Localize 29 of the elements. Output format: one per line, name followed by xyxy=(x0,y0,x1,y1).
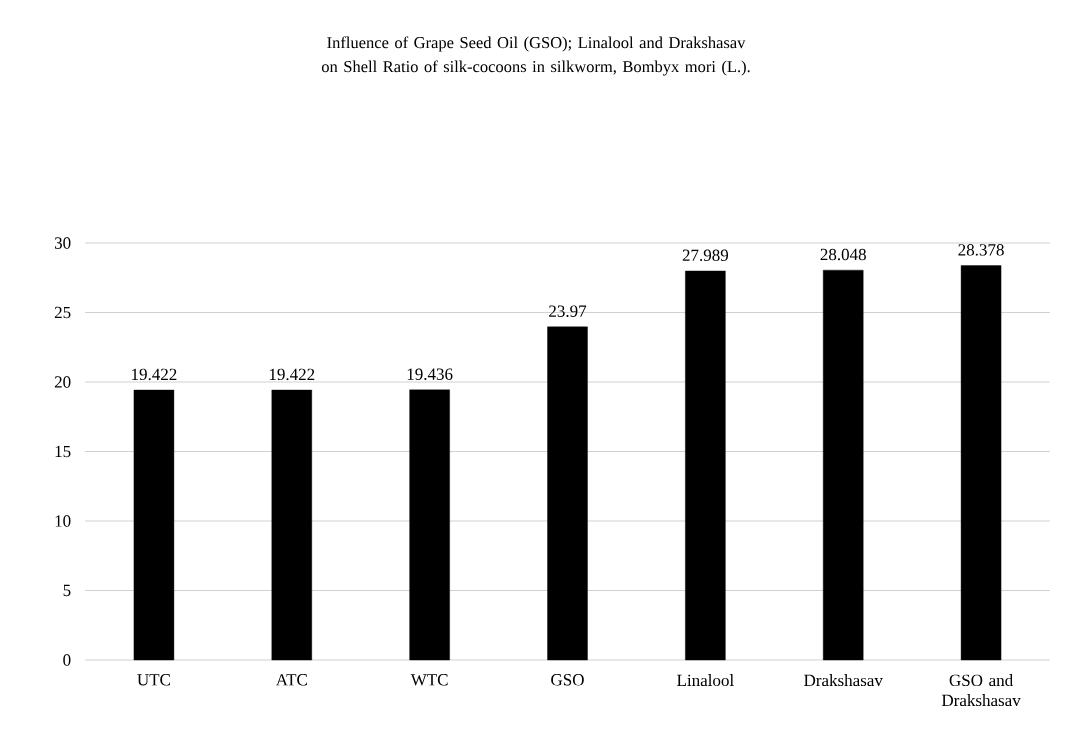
x-tick-label: GSO xyxy=(551,674,584,686)
bar xyxy=(823,269,864,661)
bar xyxy=(271,389,312,661)
bar xyxy=(685,270,726,661)
bar xyxy=(960,265,1002,661)
bar xyxy=(409,389,450,661)
data-label: 28.378 xyxy=(958,244,1004,256)
y-tick-label: 5 xyxy=(63,584,71,597)
chart-title: Influence of Grape Seed Oil (GSO); Linalool and Drakshasav on Shell Ratio of silk-cocoons in silkworm, Bombyx mori (L.). xyxy=(321,36,750,76)
y-tick-label: 0 xyxy=(63,654,71,666)
x-tick-label: UTC xyxy=(137,674,170,686)
data-label: 23.97 xyxy=(549,305,587,317)
data-label: 19.436 xyxy=(407,368,453,380)
bar xyxy=(133,389,175,661)
data-label: 28.048 xyxy=(820,248,866,261)
x-tick-label: Drakshasav xyxy=(804,674,883,687)
x-tick-label: GSO and Drakshasav xyxy=(941,674,1021,707)
y-tick-label: 20 xyxy=(54,376,71,388)
x-tick-label: ATC xyxy=(275,674,307,686)
y-tick-label: 15 xyxy=(55,445,71,458)
data-label: 27.989 xyxy=(682,249,729,262)
x-tick-label: WTC xyxy=(410,674,448,686)
data-label: 19.422 xyxy=(269,368,315,381)
y-tick-label: 10 xyxy=(55,515,71,527)
y-tick-label: 25 xyxy=(54,306,71,319)
data-label: 19.422 xyxy=(132,368,177,381)
y-tick-label: 30 xyxy=(54,237,71,249)
bar xyxy=(547,326,588,661)
x-tick-label: Linalool xyxy=(677,674,734,687)
